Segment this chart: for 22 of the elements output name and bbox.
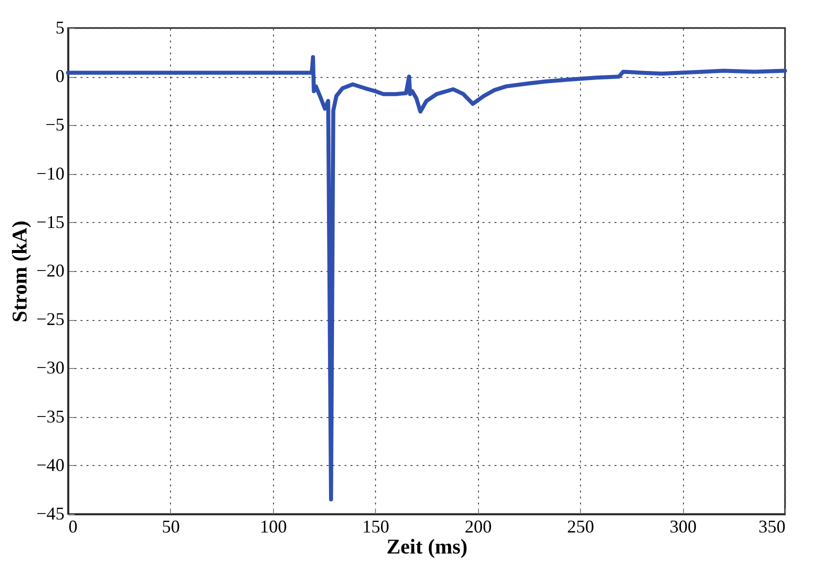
y-tick-label: −20 — [36, 260, 64, 280]
y-tick-label: 5 — [56, 18, 64, 38]
x-tick-label: 100 — [260, 516, 287, 536]
x-tick-label: 350 — [758, 516, 786, 536]
y-axis-title: Strom (kA) — [7, 220, 32, 322]
line-series — [66, 55, 787, 502]
y-tick-label: −5 — [45, 114, 64, 135]
y-tick-label: −35 — [36, 406, 64, 426]
y-tick-label: −15 — [36, 212, 64, 232]
x-tick-label: 50 — [162, 516, 180, 536]
x-tick-label: 250 — [567, 516, 594, 536]
y-tick-label: −30 — [36, 358, 64, 378]
x-tick-label: 200 — [464, 516, 492, 536]
x-tick-label: 300 — [670, 516, 697, 536]
x-axis-title: Zeit (ms) — [386, 534, 468, 558]
y-tick-label: −45 — [36, 504, 64, 524]
y-tick-label: −10 — [36, 163, 64, 184]
y-tick-label: −25 — [36, 309, 64, 330]
y-tick-label: −40 — [36, 454, 64, 475]
y-tick-label: 0 — [56, 66, 64, 86]
x-tick-label: 150 — [362, 516, 390, 536]
x-tick-label: 0 — [68, 516, 78, 536]
